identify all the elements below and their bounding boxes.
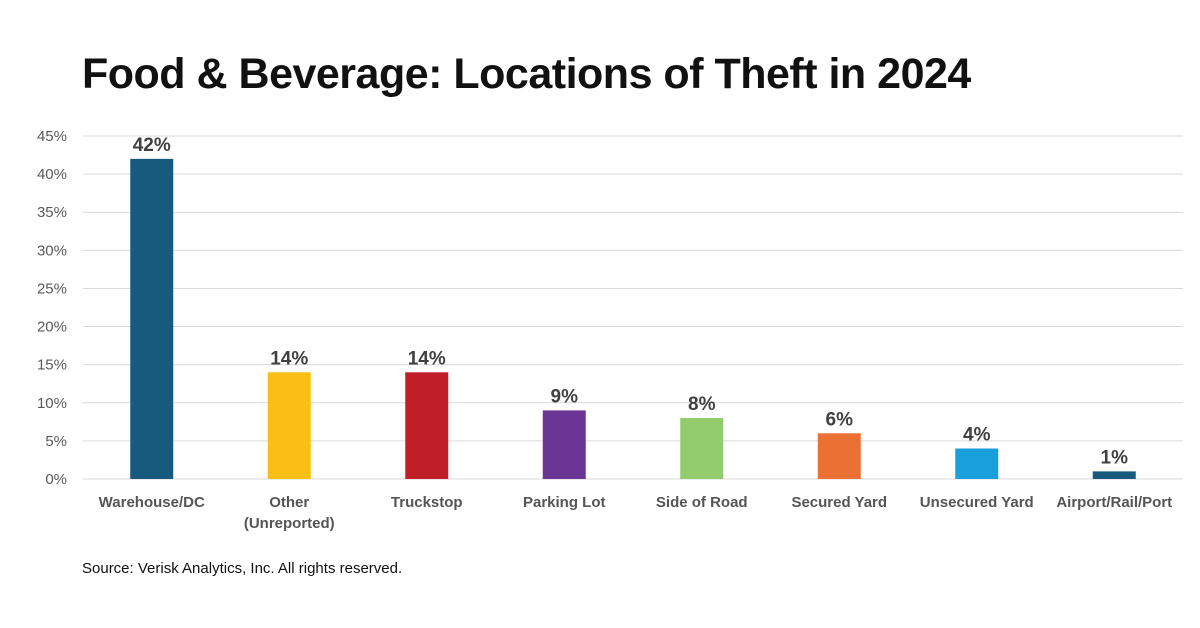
y-tick-label: 15%: [37, 357, 67, 374]
x-category-label: Truckstop: [391, 494, 463, 511]
bar: [817, 433, 861, 479]
x-category-label: Other: [269, 494, 309, 511]
data-label: 8%: [688, 394, 716, 415]
data-label: 14%: [270, 348, 308, 369]
data-label: 14%: [408, 348, 446, 369]
y-tick-label: 35%: [37, 204, 67, 221]
bar: [1092, 471, 1136, 479]
y-tick-label: 25%: [37, 280, 67, 297]
y-tick-label: 0%: [45, 471, 67, 488]
x-category-label: Warehouse/DC: [99, 494, 205, 511]
chart-title: Food & Beverage: Locations of Theft in 2…: [82, 50, 971, 98]
y-tick-label: 40%: [37, 166, 67, 183]
y-tick-label: 20%: [37, 319, 67, 336]
data-label: 1%: [1101, 447, 1129, 468]
bar: [542, 410, 586, 479]
bar: [955, 448, 999, 479]
y-tick-label: 30%: [37, 242, 67, 259]
x-category-label: Airport/Rail/Port: [1056, 494, 1172, 511]
x-category-label: (Unreported): [244, 515, 335, 532]
x-category-label: Side of Road: [656, 494, 748, 511]
x-category-label: Parking Lot: [523, 494, 606, 511]
bar: [405, 372, 449, 479]
y-tick-label: 45%: [37, 128, 67, 145]
data-label: 4%: [963, 425, 991, 446]
x-category-label: Secured Yard: [791, 494, 887, 511]
data-label: 42%: [133, 135, 171, 156]
x-category-label: Unsecured Yard: [920, 494, 1034, 511]
bar: [130, 158, 174, 479]
data-label: 6%: [826, 409, 854, 430]
data-label: 9%: [551, 386, 579, 407]
y-tick-label: 5%: [45, 433, 67, 450]
bar: [267, 372, 311, 479]
source-note: Source: Verisk Analytics, Inc. All right…: [82, 560, 402, 577]
bar: [680, 418, 724, 479]
y-tick-label: 10%: [37, 395, 67, 412]
